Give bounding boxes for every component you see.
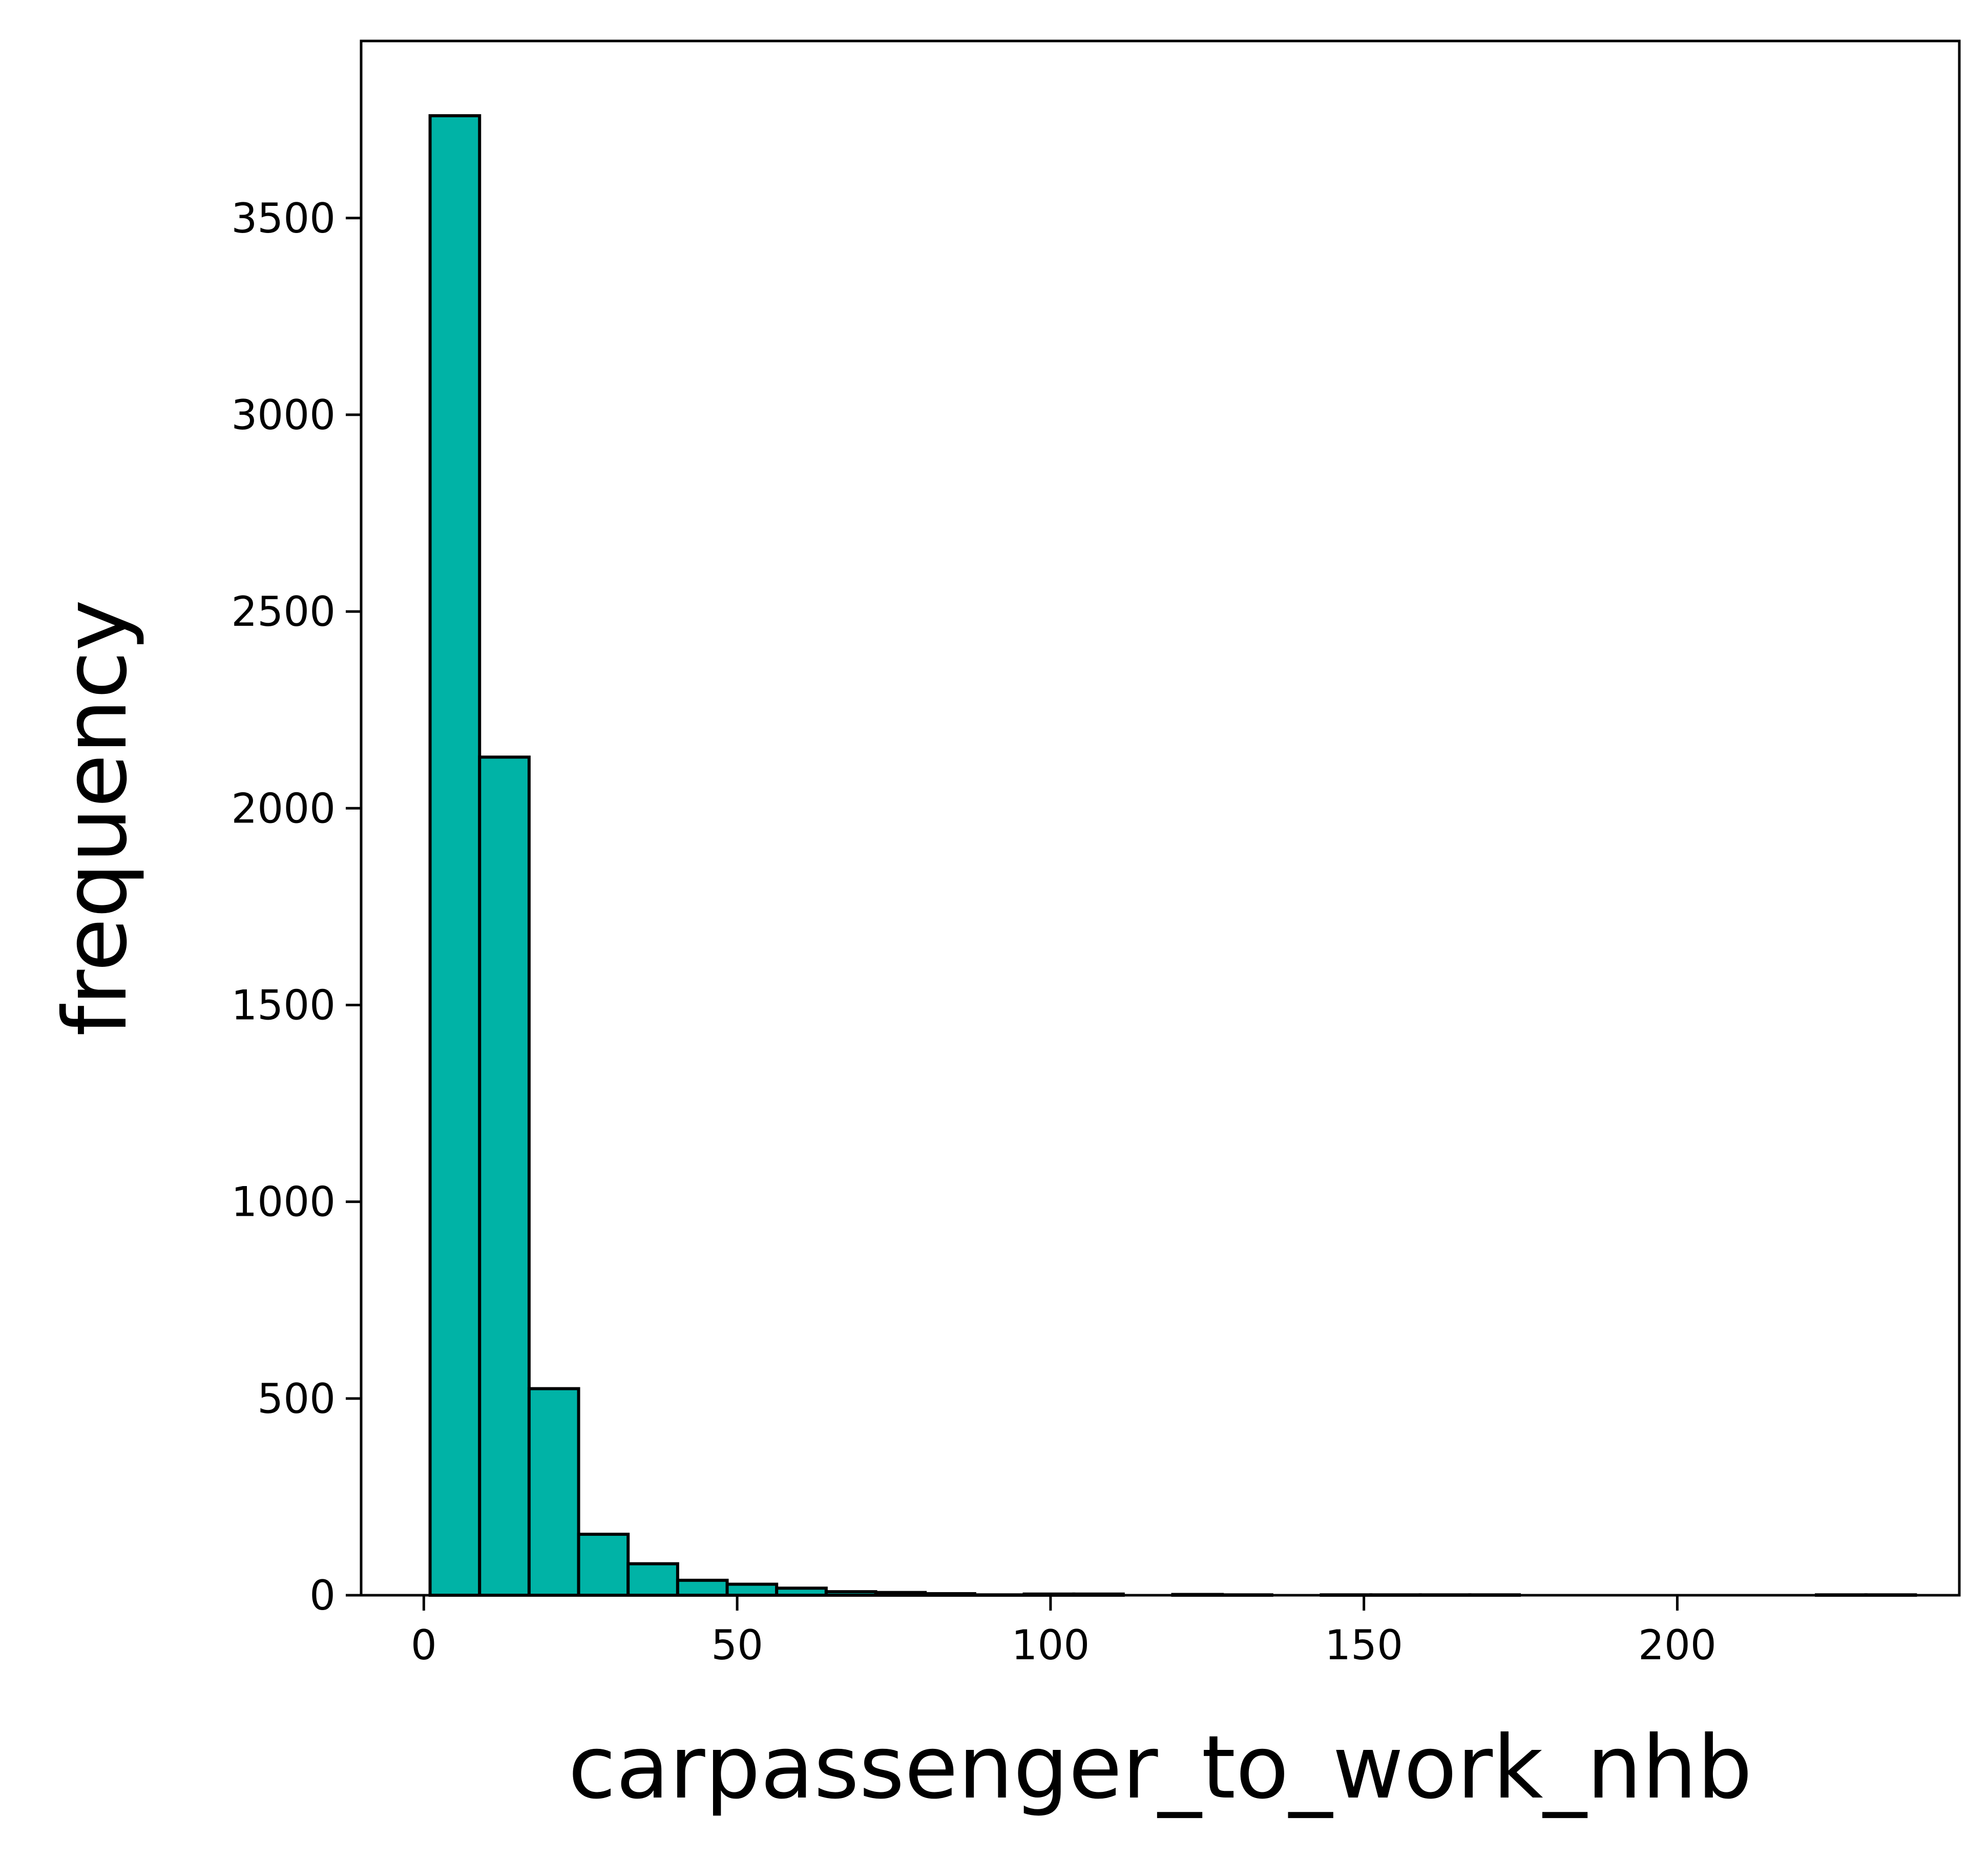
- histogram-bar-3: [577, 1532, 630, 1597]
- x-axis-ticks: 0 50 100 150 200: [411, 1595, 1717, 1669]
- histogram-bar-6: [725, 1582, 779, 1597]
- plot-area-frame: [360, 39, 1961, 1597]
- y-tick-label-6: 3000: [231, 391, 336, 439]
- histogram-bars: [428, 114, 1917, 1597]
- x-tick-label-3: 150: [1325, 1621, 1403, 1669]
- y-axis-title: frequency: [45, 600, 147, 1037]
- histogram-bar-1: [478, 755, 531, 1597]
- histogram-bar-4: [626, 1562, 679, 1597]
- y-tick-label-1: 500: [257, 1375, 336, 1423]
- y-tick-label-2: 1000: [231, 1178, 336, 1226]
- histogram-bar-2: [527, 1387, 580, 1597]
- x-tick-label-1: 50: [711, 1621, 763, 1669]
- y-tick-label-4: 2000: [231, 785, 336, 832]
- x-tick-label-0: 0: [411, 1621, 437, 1669]
- y-axis-ticks: 0 500 1000 1500 2000 2500 3000 3500: [231, 195, 361, 1619]
- y-tick-label-5: 2500: [231, 588, 336, 636]
- y-tick-label-7: 3500: [231, 195, 336, 242]
- y-tick-label-3: 1500: [231, 981, 336, 1029]
- x-tick-label-2: 100: [1012, 1621, 1090, 1669]
- y-tick-label-0: 0: [309, 1572, 336, 1619]
- x-tick-label-4: 200: [1638, 1621, 1717, 1669]
- x-axis-title: carpassenger_to_work_nhb: [568, 1717, 1752, 1819]
- histogram-bar-5: [676, 1578, 729, 1597]
- histogram-bar-0: [428, 114, 482, 1597]
